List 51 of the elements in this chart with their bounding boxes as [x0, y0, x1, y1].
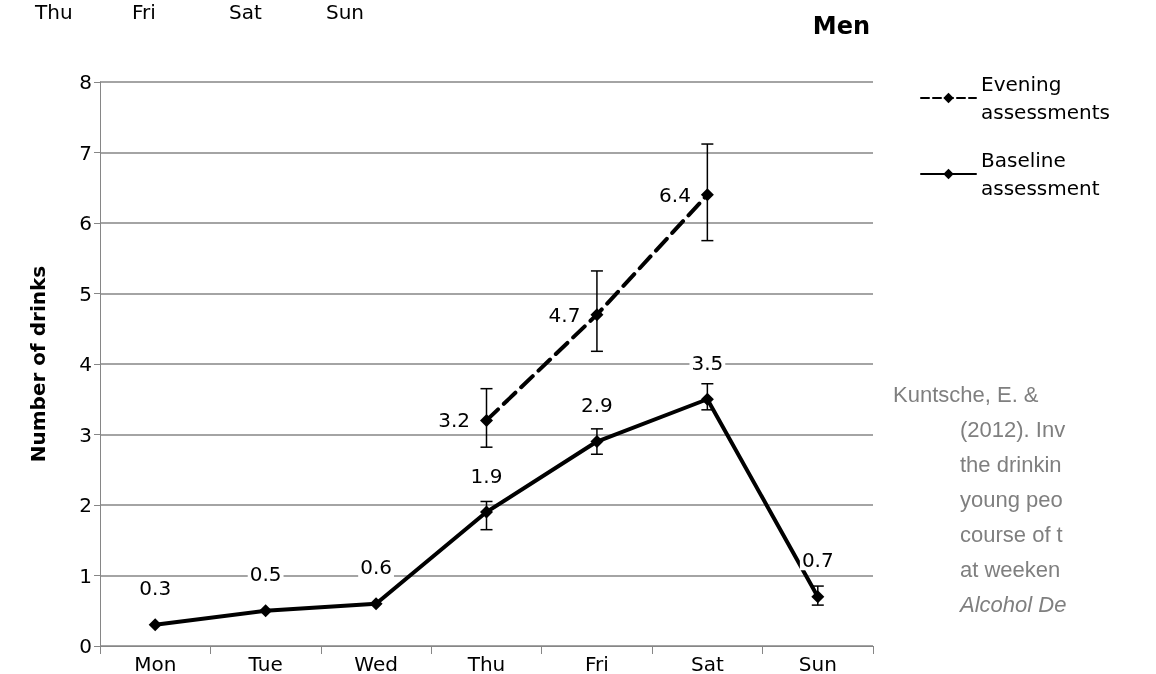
point [590, 435, 604, 449]
x-tick-label: Sun [798, 652, 837, 674]
y-tick-label: 8 [79, 70, 92, 94]
point [369, 597, 383, 611]
y-tick-label: 4 [79, 352, 92, 376]
y-tick-label: 7 [79, 140, 92, 165]
point [480, 413, 493, 427]
y-tick-label: 0 [79, 634, 92, 658]
x-tick-label: Sat [690, 652, 724, 674]
text: young peo [960, 486, 1063, 512]
y-tick-label: 1 [79, 563, 92, 588]
legend-label: Evening assessments [981, 72, 1110, 124]
text: course of t [960, 521, 1063, 547]
point [700, 188, 714, 202]
data-label: 0.3 [139, 576, 172, 601]
data-label: 0.6 [360, 555, 392, 580]
y-axis-title: Number of drinks [26, 265, 50, 463]
text: Thu [34, 0, 73, 24]
text: Sun [326, 0, 365, 24]
x-tick-label: Tue [247, 652, 283, 674]
point [480, 505, 493, 519]
legend-label: Baseline assessment [981, 148, 1100, 200]
text: at weeken [960, 556, 1061, 582]
data-label: 4.7 [548, 302, 581, 327]
data-label: 2.9 [581, 393, 613, 418]
point [700, 392, 714, 406]
text: the drinkin [960, 451, 1062, 477]
data-label: 1.9 [470, 463, 503, 488]
y-tick-label: 5 [79, 281, 92, 306]
data-label: 3.2 [438, 408, 470, 433]
point [259, 604, 273, 618]
x-tick-label: Wed [354, 652, 398, 674]
text: (2012). Inv [960, 416, 1066, 442]
y-tick-label: 2 [79, 493, 92, 517]
point [148, 618, 162, 632]
text: Kuntsche, E. & [893, 381, 1039, 407]
x-tick-label: Thu [466, 652, 506, 674]
text: Alcohol De [958, 591, 1067, 617]
chart-title: Men [812, 12, 870, 40]
y-tick-label: 3 [79, 422, 92, 447]
point [811, 590, 825, 604]
text: Sat [229, 0, 262, 24]
data-label: 0.7 [801, 548, 834, 573]
data-label: 6.4 [659, 182, 691, 207]
data-label: 3.5 [691, 350, 724, 375]
x-tick-label: Fri [585, 652, 609, 674]
text: Fri [132, 0, 156, 24]
y-tick-label: 6 [79, 211, 92, 235]
x-tick-label: Mon [134, 652, 177, 674]
data-label: 0.5 [249, 562, 282, 587]
point [590, 308, 604, 322]
